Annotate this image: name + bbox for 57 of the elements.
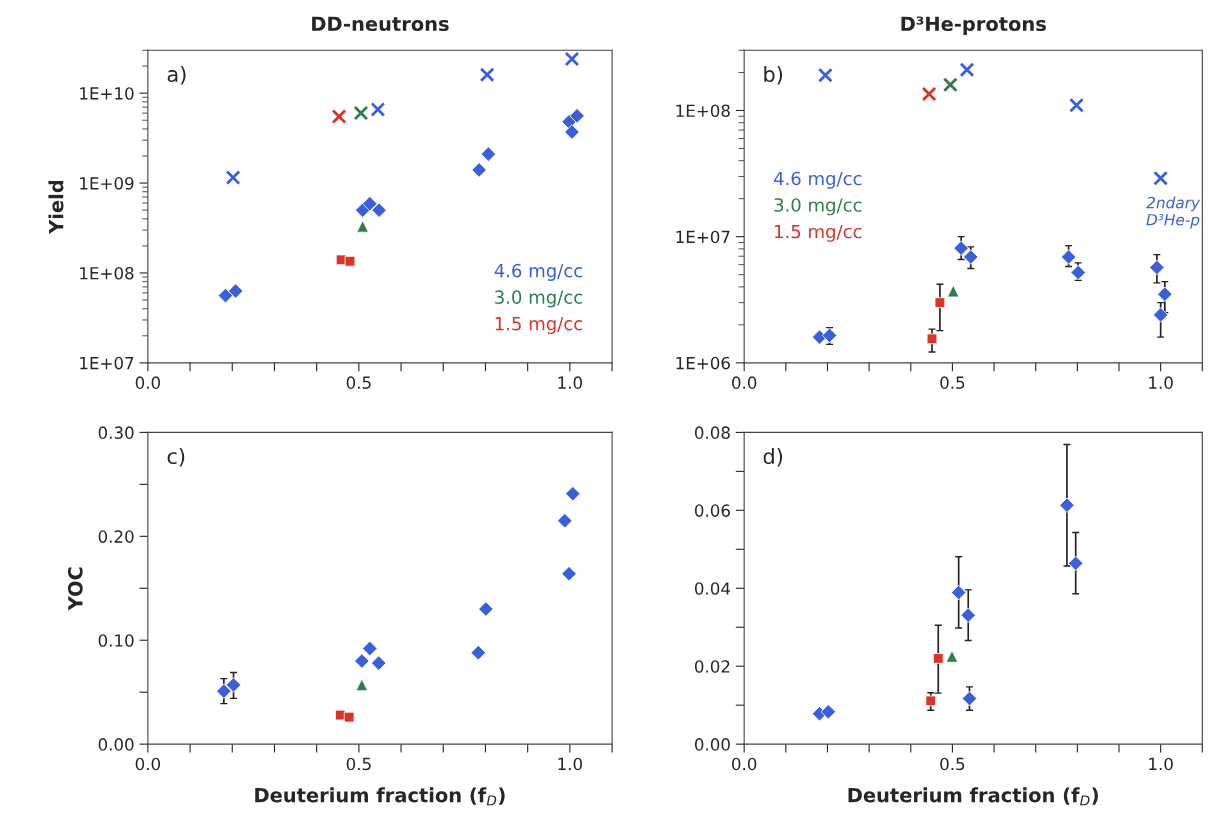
text: 3.0 mg/cc <box>495 290 583 308</box>
y-tick-label: 1E+06 <box>676 356 730 370</box>
point <box>479 67 495 83</box>
y-tick-label: 1E+07 <box>80 356 134 370</box>
annotation: d) <box>763 447 783 467</box>
point <box>1069 97 1084 113</box>
x-tick-label: 0.5 <box>940 376 965 389</box>
x-tick-label: 0.5 <box>346 376 371 389</box>
point <box>959 62 975 78</box>
x-tick-label: 0.0 <box>732 376 757 389</box>
point <box>1153 170 1169 186</box>
y-tick-label: 1E+08 <box>676 104 730 118</box>
text: 3.0 mg/cc <box>774 198 862 216</box>
y-tick-label: 0.10 <box>98 634 134 647</box>
annotation: 2ndary D³He-p <box>1146 196 1201 229</box>
x-axis-title: Deuterium fraction (f$_{D}$) <box>255 787 505 806</box>
y-tick-label: 0.30 <box>98 426 134 439</box>
y-tick-label: 0.04 <box>694 582 731 595</box>
chart-title: DD-neutrons <box>312 16 449 32</box>
y-tick-label: 0.08 <box>694 426 730 439</box>
text: 4.6 mg/cc <box>494 263 583 281</box>
x-axis-title: Deuterium fraction (f$_{D}$) <box>848 787 1098 806</box>
y-tick-label: 1E+09 <box>80 177 134 190</box>
y-axis-title: Yield <box>48 180 64 235</box>
point <box>921 86 937 102</box>
x-tick-label: 0.0 <box>135 376 161 389</box>
x-tick-label: 1.0 <box>558 757 583 771</box>
annotation: a) <box>167 65 186 85</box>
x-tick-label: 1.0 <box>1149 757 1173 771</box>
x-tick-label: 0.5 <box>346 757 371 771</box>
x-tick-label: 0.0 <box>135 757 161 771</box>
text: 1.5 mg/cc <box>495 317 583 334</box>
chart-title: D³He-protons <box>901 16 1046 35</box>
y-tick-label: 1E+08 <box>80 266 134 280</box>
y-tick-label: 0.00 <box>98 738 134 751</box>
annotation: c) <box>167 448 185 467</box>
x-tick-label: 0.0 <box>732 757 757 771</box>
y-tick-label: 0.00 <box>694 738 730 751</box>
point <box>225 170 241 186</box>
y-tick-label: 0.02 <box>694 660 730 673</box>
y-tick-label: 0.06 <box>694 504 730 517</box>
text: 4.6 mg/cc <box>773 171 862 189</box>
point <box>331 109 347 124</box>
annotation: b) <box>764 65 783 85</box>
point <box>370 101 386 117</box>
y-tick-label: 1E+07 <box>676 230 730 244</box>
point <box>564 51 580 67</box>
x-tick-label: 0.5 <box>940 757 965 771</box>
x-tick-label: 1.0 <box>1149 376 1173 389</box>
x-tick-label: 1.0 <box>558 376 583 389</box>
point <box>353 105 369 121</box>
y-tick-label: 0.20 <box>98 530 134 543</box>
y-tick-label: 1E+10 <box>80 87 134 100</box>
point <box>942 77 958 93</box>
y-axis-title: YOC <box>67 567 83 611</box>
point <box>817 67 833 83</box>
text: 1.5 mg/cc <box>775 224 862 242</box>
